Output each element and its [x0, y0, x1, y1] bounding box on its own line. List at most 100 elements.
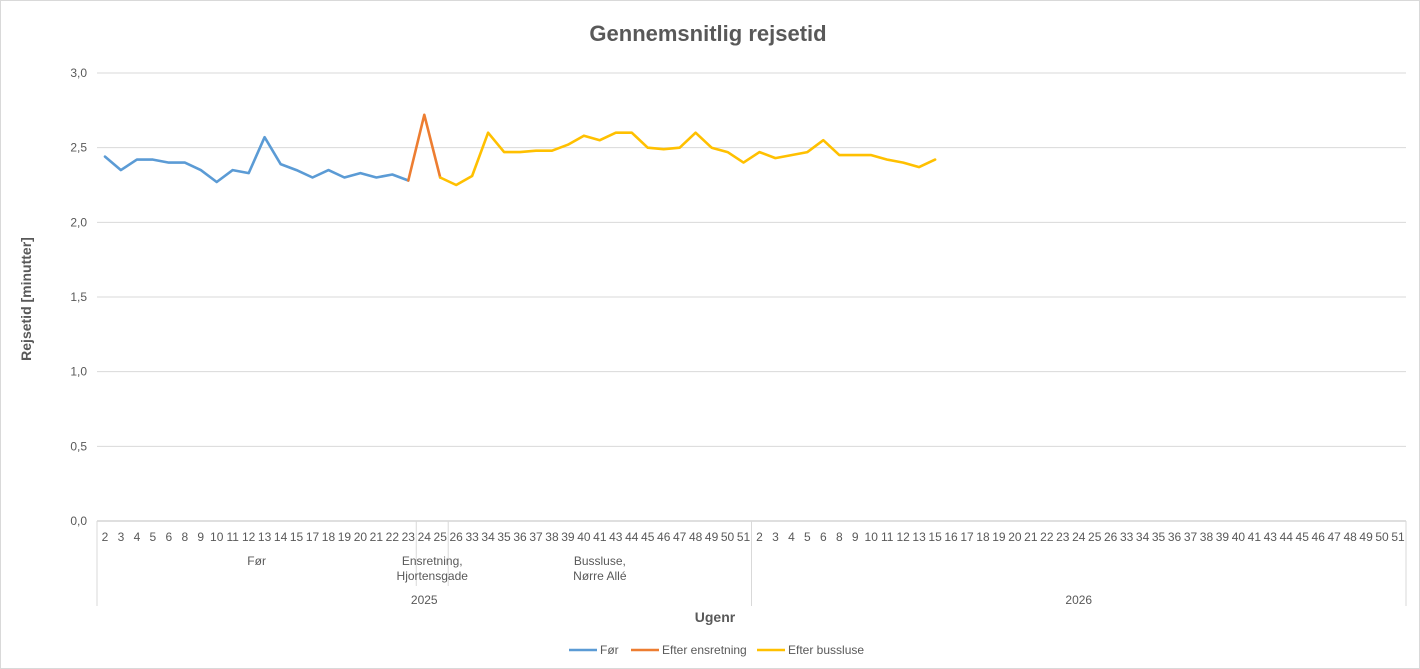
legend-entry: Før — [600, 643, 619, 657]
x-tick-label: 17 — [960, 530, 974, 544]
y-tick-label: 0,5 — [70, 439, 87, 453]
x-tick-label: 35 — [497, 530, 511, 544]
legend-entry: Efter bussluse — [788, 643, 864, 657]
x-period-label: Ensretning, — [402, 554, 463, 568]
x-tick-label: 46 — [1312, 530, 1326, 544]
x-tick-label: 13 — [258, 530, 272, 544]
x-tick-label: 19 — [992, 530, 1006, 544]
x-tick-label: 8 — [181, 530, 188, 544]
x-tick-label: 48 — [689, 530, 703, 544]
x-tick-label: 33 — [465, 530, 479, 544]
x-tick-label: 11 — [226, 530, 239, 544]
x-tick-label: 49 — [705, 530, 719, 544]
x-tick-label: 35 — [1152, 530, 1166, 544]
x-tick-label: 12 — [896, 530, 910, 544]
x-tick-label: 40 — [1232, 530, 1246, 544]
x-tick-label: 22 — [1040, 530, 1054, 544]
x-period-label: Nørre Allé — [573, 569, 627, 583]
x-tick-label: 33 — [1120, 530, 1134, 544]
x-tick-label: 26 — [449, 530, 463, 544]
x-tick-label: 36 — [1168, 530, 1182, 544]
y-tick-label: 2,0 — [70, 215, 87, 229]
x-tick-label: 25 — [1088, 530, 1102, 544]
x-tick-label: 39 — [1216, 530, 1230, 544]
x-tick-label: 5 — [150, 530, 157, 544]
x-period-label: Før — [247, 554, 266, 568]
x-tick-label: 4 — [134, 530, 141, 544]
x-tick-label: 6 — [820, 530, 827, 544]
x-tick-label: 2 — [102, 530, 109, 544]
x-tick-label: 50 — [721, 530, 735, 544]
x-tick-label: 16 — [944, 530, 958, 544]
legend-entry: Efter ensretning — [662, 643, 747, 657]
x-axis-title: Ugenr — [695, 609, 736, 625]
x-tick-label: 10 — [210, 530, 224, 544]
chart-title: Gennemsnitlig rejsetid — [589, 21, 826, 46]
y-tick-label: 1,5 — [70, 290, 87, 304]
x-tick-label: 37 — [1184, 530, 1198, 544]
series-line — [406, 113, 442, 182]
x-tick-label: 9 — [197, 530, 204, 544]
x-year-label: 2025 — [411, 593, 438, 607]
x-tick-label: 51 — [737, 530, 751, 544]
x-tick-label: 2 — [756, 530, 763, 544]
x-period-label: Hjortensgade — [397, 569, 469, 583]
x-tick-label: 6 — [165, 530, 172, 544]
x-tick-label: 20 — [354, 530, 368, 544]
x-tick-label: 23 — [402, 530, 416, 544]
x-tick-label: 18 — [976, 530, 990, 544]
x-tick-label: 26 — [1104, 530, 1118, 544]
series-line — [438, 131, 937, 187]
x-tick-label: 21 — [370, 530, 384, 544]
x-tick-label: 36 — [513, 530, 527, 544]
x-tick-label: 8 — [836, 530, 843, 544]
x-tick-label: 37 — [529, 530, 543, 544]
x-tick-label: 15 — [928, 530, 942, 544]
x-tick-label: 17 — [306, 530, 320, 544]
x-tick-label: 49 — [1359, 530, 1373, 544]
x-tick-label: 38 — [545, 530, 559, 544]
series-line — [103, 135, 410, 184]
x-tick-label: 18 — [322, 530, 336, 544]
x-axis: 2 3 4 5 6 8 9 10 11 12 13 14 15 17 18 19 20 21 22 23 24 25 26 3… — [96, 521, 1407, 607]
y-tick-label: 0,0 — [70, 514, 87, 528]
x-tick-label: 3 — [772, 530, 779, 544]
x-tick-label: 3 — [118, 530, 125, 544]
x-tick-label: 5 — [804, 530, 811, 544]
x-tick-label: 25 — [434, 530, 448, 544]
x-tick-label: 10 — [865, 530, 879, 544]
x-tick-label: 40 — [577, 530, 591, 544]
x-tick-label: 20 — [1008, 530, 1022, 544]
x-tick-label: 39 — [561, 530, 575, 544]
x-tick-label: 41 — [593, 530, 607, 544]
x-period-label: Bussluse, — [574, 554, 626, 568]
x-tick-label: 46 — [657, 530, 671, 544]
x-tick-label: 47 — [673, 530, 687, 544]
y-axis-title: Rejsetid [minutter] — [18, 237, 34, 361]
x-tick-label: 44 — [625, 530, 639, 544]
gridlines — [97, 72, 1406, 522]
legend: Før Efter ensretning Efter bussluse — [569, 643, 864, 657]
x-tick-label: 4 — [788, 530, 795, 544]
x-tick-label: 43 — [609, 530, 623, 544]
y-tick-label: 3,0 — [70, 66, 87, 80]
series-lines — [103, 113, 937, 187]
x-tick-label: 12 — [242, 530, 256, 544]
x-year-label: 2026 — [1065, 593, 1092, 607]
x-tick-label: 22 — [386, 530, 400, 544]
x-tick-label: 44 — [1280, 530, 1294, 544]
x-tick-label: 24 — [418, 530, 432, 544]
x-tick-label: 34 — [1136, 530, 1150, 544]
x-tick-label: 45 — [641, 530, 655, 544]
x-tick-label: 24 — [1072, 530, 1086, 544]
x-tick-label: 14 — [274, 530, 288, 544]
y-tick-label: 2,5 — [70, 141, 87, 155]
x-tick-label: 47 — [1327, 530, 1341, 544]
x-tick-label: 41 — [1248, 530, 1262, 544]
y-tick-label: 1,0 — [70, 365, 87, 379]
x-tick-label: 13 — [912, 530, 926, 544]
x-tick-label: 15 — [290, 530, 304, 544]
x-tick-label: 43 — [1264, 530, 1278, 544]
